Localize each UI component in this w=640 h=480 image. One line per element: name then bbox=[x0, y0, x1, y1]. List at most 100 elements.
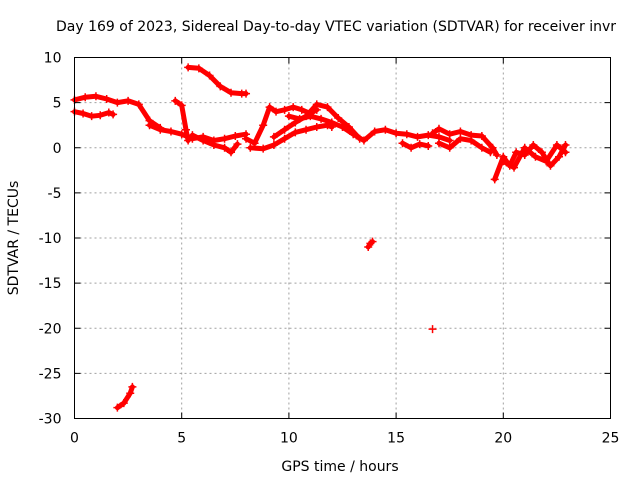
series-arc3 bbox=[113, 382, 137, 412]
data-point bbox=[113, 403, 122, 412]
data-point bbox=[194, 64, 203, 73]
data-point bbox=[188, 131, 197, 140]
data-point bbox=[402, 130, 411, 139]
data-point bbox=[434, 139, 443, 148]
data-point bbox=[87, 112, 96, 121]
data-point bbox=[205, 71, 214, 80]
data-point bbox=[456, 134, 465, 143]
data-point bbox=[199, 136, 208, 145]
data-point bbox=[291, 128, 300, 137]
series-arc4 bbox=[145, 121, 251, 145]
data-point bbox=[297, 105, 306, 114]
data-point bbox=[216, 82, 225, 91]
data-point bbox=[113, 98, 122, 107]
data-point bbox=[531, 152, 540, 161]
series-arc14 bbox=[434, 134, 495, 157]
data-point bbox=[392, 129, 401, 138]
data-point bbox=[520, 143, 529, 152]
y-tick-label: 0 bbox=[53, 141, 62, 157]
data-point bbox=[349, 130, 358, 139]
data-point bbox=[561, 148, 570, 157]
data-point bbox=[492, 150, 501, 159]
data-point bbox=[512, 148, 521, 157]
data-point bbox=[91, 92, 100, 101]
data-point bbox=[265, 103, 274, 112]
data-point bbox=[227, 88, 236, 97]
data-point bbox=[96, 111, 105, 120]
data-point bbox=[246, 143, 255, 152]
data-point bbox=[79, 109, 88, 118]
y-tick-label: -15 bbox=[39, 276, 62, 292]
series-arc16 bbox=[499, 141, 570, 172]
x-tick-label: 10 bbox=[280, 431, 298, 447]
data-point bbox=[289, 103, 298, 112]
data-point bbox=[231, 132, 240, 141]
data-point bbox=[445, 143, 454, 152]
data-point bbox=[272, 107, 281, 116]
tick-layer: 0 5 10 15 20 25 -30 -25 -20 -15 -10 -5 0 5 10 bbox=[39, 51, 620, 447]
data-point bbox=[368, 237, 377, 246]
y-tick-label: -5 bbox=[48, 186, 62, 202]
data-point bbox=[542, 157, 551, 166]
series-arc11 bbox=[284, 112, 454, 145]
series-trace bbox=[189, 132, 240, 155]
data-point bbox=[259, 121, 268, 130]
data-point bbox=[126, 389, 135, 398]
data-point bbox=[370, 127, 379, 136]
data-point bbox=[499, 157, 508, 166]
x-tick-label: 5 bbox=[177, 431, 186, 447]
data-point bbox=[156, 125, 165, 134]
x-tick-label: 0 bbox=[70, 431, 79, 447]
data-point bbox=[477, 143, 486, 152]
data-point bbox=[510, 163, 519, 172]
data-point bbox=[317, 114, 326, 123]
series-trace bbox=[114, 384, 135, 411]
x-axis-label: GPS time / hours bbox=[281, 459, 398, 475]
y-tick-label: -20 bbox=[39, 321, 62, 337]
data-point bbox=[209, 141, 218, 150]
data-point bbox=[233, 140, 242, 149]
data-point bbox=[312, 122, 321, 131]
data-point bbox=[242, 134, 251, 143]
data-point bbox=[302, 125, 311, 134]
series-arc17 bbox=[364, 237, 377, 252]
y-tick-label: -25 bbox=[39, 366, 62, 382]
data-point bbox=[280, 125, 289, 134]
data-point bbox=[220, 134, 229, 143]
data-point bbox=[467, 136, 476, 145]
data-point bbox=[259, 144, 268, 153]
series-trace bbox=[286, 113, 453, 143]
data-point bbox=[81, 93, 90, 102]
series-arc1 bbox=[70, 92, 165, 132]
x-tick-label: 20 bbox=[494, 431, 512, 447]
data-point bbox=[323, 103, 332, 112]
data-point bbox=[242, 89, 251, 98]
data-point bbox=[552, 141, 561, 150]
data-point bbox=[166, 127, 175, 136]
series-arc18 bbox=[428, 325, 437, 334]
data-point bbox=[456, 127, 465, 136]
data-point bbox=[119, 399, 128, 408]
series-arc12 bbox=[398, 139, 433, 152]
data-point bbox=[181, 125, 190, 134]
data-point bbox=[428, 325, 437, 334]
data-point bbox=[124, 96, 133, 105]
data-point bbox=[280, 134, 289, 143]
x-tick-label: 15 bbox=[387, 431, 405, 447]
series-arc9 bbox=[246, 121, 336, 153]
chart-title: Day 169 of 2023, Sidereal Day-to-day VTE… bbox=[56, 19, 616, 35]
data-point bbox=[537, 148, 546, 157]
data-point bbox=[280, 105, 289, 114]
series-arc6 bbox=[184, 63, 251, 98]
data-point bbox=[561, 141, 570, 150]
data-point bbox=[295, 114, 304, 123]
data-point bbox=[128, 382, 137, 391]
y-axis-label: SDTVAR / TECUs bbox=[6, 181, 22, 296]
data-point bbox=[381, 125, 390, 134]
data-point bbox=[102, 95, 111, 104]
data-point bbox=[334, 113, 343, 122]
data-point bbox=[269, 132, 278, 141]
series-trace bbox=[172, 98, 191, 143]
data-point bbox=[529, 141, 538, 150]
